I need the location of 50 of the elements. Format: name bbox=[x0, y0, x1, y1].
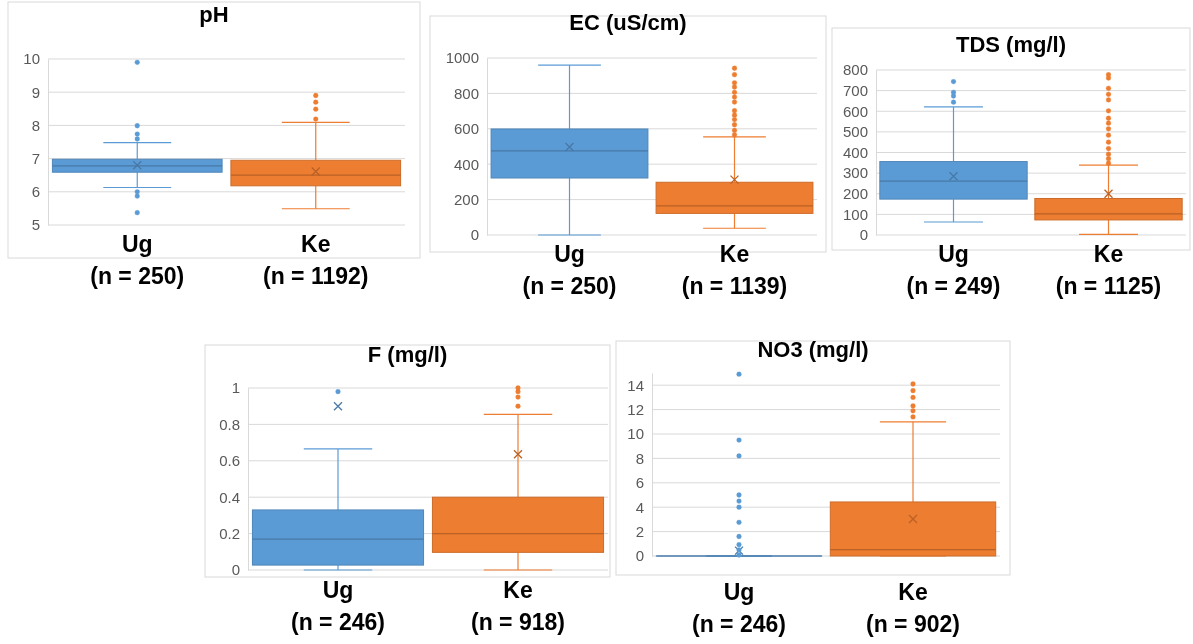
y-tick-label: 10 bbox=[23, 50, 40, 68]
y-tick-label: 200 bbox=[453, 190, 479, 208]
y-tick-label: 400 bbox=[842, 143, 868, 161]
x-tick-label: Ug (n = 246) bbox=[692, 579, 786, 637]
x-tick-label: Ke (n = 1125) bbox=[1055, 241, 1162, 299]
y-tick-label: 0 bbox=[470, 226, 479, 244]
y-tick-label: 100 bbox=[842, 205, 868, 223]
x-tick-label: Ke (n = 902) bbox=[866, 579, 960, 637]
y-tick-label: 0.6 bbox=[219, 452, 240, 470]
x-tick-label: Ug (n = 249) bbox=[906, 241, 1001, 299]
y-tick-label: 10 bbox=[627, 425, 644, 443]
x-tick-label: Ug (n = 250) bbox=[522, 241, 617, 299]
y-tick-label: 800 bbox=[842, 61, 868, 79]
y-tick-label: 1 bbox=[231, 379, 240, 397]
y-tick-label: 0.4 bbox=[219, 488, 240, 506]
y-tick-label: 400 bbox=[453, 155, 479, 173]
y-tick-label: 4 bbox=[635, 498, 644, 516]
y-tick-label: 500 bbox=[842, 123, 868, 141]
chart-title: F (mg/l) bbox=[367, 342, 448, 367]
chart-title: TDS (mg/l) bbox=[956, 32, 1066, 57]
x-tick-label: Ke (n = 918) bbox=[471, 577, 565, 635]
y-tick-label: 0 bbox=[231, 561, 240, 579]
x-tick-label: Ug (n = 246) bbox=[291, 577, 385, 635]
chart-title: NO3 (mg/l) bbox=[757, 337, 869, 362]
y-tick-label: 700 bbox=[842, 81, 868, 99]
y-tick-label: 14 bbox=[627, 376, 644, 394]
y-tick-label: 6 bbox=[635, 474, 644, 492]
y-tick-label: 5 bbox=[31, 216, 40, 234]
y-tick-label: 12 bbox=[627, 400, 644, 418]
y-tick-label: 9 bbox=[31, 83, 40, 101]
y-tick-label: 200 bbox=[842, 185, 868, 203]
y-tick-label: 600 bbox=[453, 120, 479, 138]
y-tick-label: 7 bbox=[31, 149, 40, 167]
y-tick-label: 0 bbox=[859, 226, 868, 244]
x-tick-label: Ke (n = 1139) bbox=[681, 241, 788, 299]
y-tick-label: 600 bbox=[842, 102, 868, 120]
chart-title: EC (uS/cm) bbox=[569, 10, 687, 35]
y-tick-label: 6 bbox=[31, 183, 40, 201]
y-tick-label: 8 bbox=[31, 116, 40, 134]
y-tick-label: 300 bbox=[842, 164, 868, 182]
y-tick-label: 0.8 bbox=[219, 415, 240, 433]
x-tick-label: Ug (n = 250) bbox=[90, 231, 185, 289]
y-tick-label: 1000 bbox=[445, 49, 479, 67]
y-tick-label: 8 bbox=[635, 449, 644, 467]
y-tick-label: 0.2 bbox=[219, 524, 240, 542]
y-tick-label: 2 bbox=[635, 522, 644, 540]
y-tick-label: 800 bbox=[453, 84, 479, 102]
x-tick-label: Ke (n = 1192) bbox=[263, 231, 369, 289]
chart-title: pH bbox=[199, 2, 229, 27]
y-tick-label: 0 bbox=[635, 547, 644, 565]
